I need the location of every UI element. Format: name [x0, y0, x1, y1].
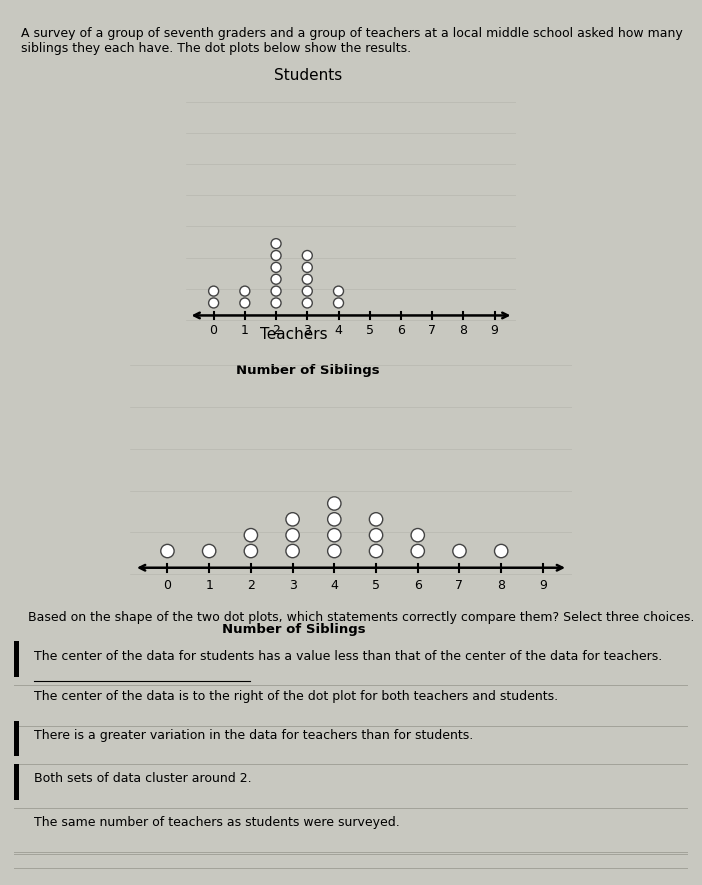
Text: Both sets of data cluster around 2.: Both sets of data cluster around 2.: [34, 773, 252, 785]
FancyBboxPatch shape: [14, 642, 20, 677]
Text: 4: 4: [335, 324, 343, 337]
Circle shape: [286, 512, 299, 526]
Text: The center of the data is to the right of the dot plot for both teachers and stu: The center of the data is to the right o…: [34, 690, 558, 704]
Circle shape: [303, 298, 312, 308]
Circle shape: [328, 512, 341, 526]
Circle shape: [494, 544, 508, 558]
Circle shape: [453, 544, 466, 558]
Text: Number of Siblings: Number of Siblings: [222, 622, 365, 635]
Circle shape: [161, 544, 174, 558]
Text: 7: 7: [456, 580, 463, 592]
Text: 1: 1: [205, 580, 213, 592]
Circle shape: [244, 544, 258, 558]
Circle shape: [328, 528, 341, 542]
Text: 1: 1: [241, 324, 249, 337]
Text: 9: 9: [491, 324, 498, 337]
Circle shape: [286, 544, 299, 558]
Text: 3: 3: [289, 580, 296, 592]
Text: Students: Students: [274, 68, 342, 83]
Circle shape: [333, 298, 343, 308]
Text: Number of Siblings: Number of Siblings: [236, 364, 380, 377]
Text: 2: 2: [247, 580, 255, 592]
Circle shape: [303, 274, 312, 284]
Text: 5: 5: [366, 324, 373, 337]
Text: 6: 6: [397, 324, 405, 337]
Text: Teachers: Teachers: [260, 327, 327, 342]
Circle shape: [240, 298, 250, 308]
Circle shape: [369, 512, 383, 526]
Text: 7: 7: [428, 324, 436, 337]
Text: 9: 9: [539, 580, 547, 592]
Text: 3: 3: [303, 324, 311, 337]
Circle shape: [208, 298, 218, 308]
Circle shape: [271, 286, 281, 296]
FancyBboxPatch shape: [14, 720, 20, 756]
Circle shape: [271, 274, 281, 284]
Text: 0: 0: [164, 580, 171, 592]
Text: 4: 4: [331, 580, 338, 592]
Circle shape: [333, 286, 343, 296]
Text: The same number of teachers as students were surveyed.: The same number of teachers as students …: [34, 816, 400, 829]
Text: 5: 5: [372, 580, 380, 592]
Circle shape: [369, 544, 383, 558]
Circle shape: [286, 528, 299, 542]
Circle shape: [271, 262, 281, 273]
FancyBboxPatch shape: [14, 765, 20, 800]
Circle shape: [303, 286, 312, 296]
Circle shape: [411, 544, 425, 558]
Text: There is a greater variation in the data for teachers than for students.: There is a greater variation in the data…: [34, 728, 474, 742]
Circle shape: [244, 528, 258, 542]
Circle shape: [202, 544, 216, 558]
Circle shape: [328, 496, 341, 510]
Circle shape: [271, 298, 281, 308]
Text: 2: 2: [272, 324, 280, 337]
Circle shape: [328, 544, 341, 558]
Circle shape: [271, 250, 281, 260]
Text: The center of the data for students has a value less than that of the center of : The center of the data for students has …: [34, 650, 663, 663]
Text: 8: 8: [459, 324, 468, 337]
Circle shape: [208, 286, 218, 296]
Text: Based on the shape of the two dot plots, which statements correctly compare them: Based on the shape of the two dot plots,…: [27, 612, 694, 624]
Circle shape: [303, 250, 312, 260]
Circle shape: [271, 239, 281, 249]
Text: 6: 6: [413, 580, 422, 592]
Circle shape: [369, 528, 383, 542]
Text: 0: 0: [210, 324, 218, 337]
Text: 8: 8: [497, 580, 505, 592]
Text: A survey of a group of seventh graders and a group of teachers at a local middle: A survey of a group of seventh graders a…: [21, 27, 682, 55]
Circle shape: [240, 286, 250, 296]
Circle shape: [411, 528, 425, 542]
Circle shape: [303, 262, 312, 273]
